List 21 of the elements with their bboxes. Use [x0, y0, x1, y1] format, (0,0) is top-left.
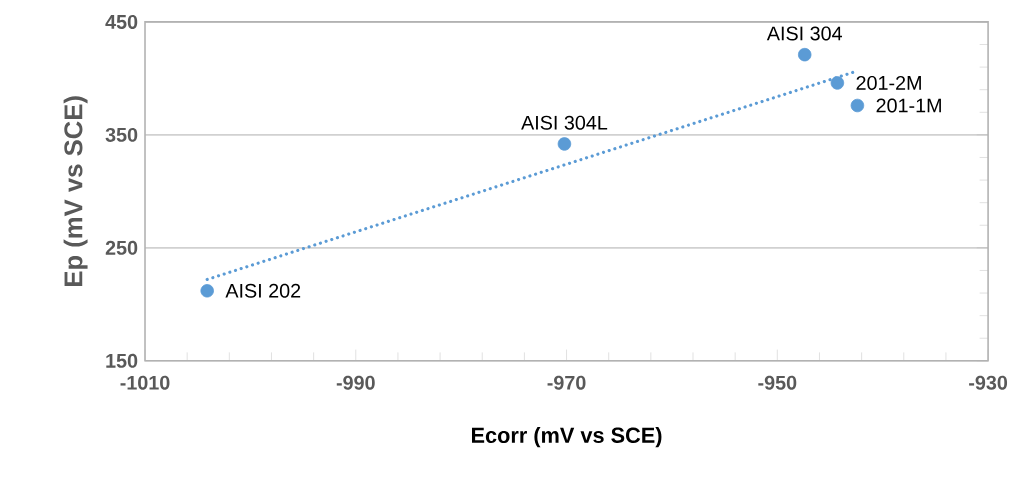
y-tick-label: 250: [105, 240, 138, 255]
y-tick-label: 350: [105, 127, 138, 142]
annotation: 201-2M: [856, 75, 921, 90]
y-tick-label: 450: [105, 14, 138, 29]
annotation: AISI 304L: [521, 115, 608, 130]
annotation: AISI 304: [766, 26, 843, 41]
x-tick-label: -930: [969, 375, 1008, 390]
y-tick-label: 150: [106, 353, 138, 368]
x-tick-label: -950: [758, 375, 797, 390]
annotation: 201-1M: [876, 98, 941, 113]
x-tick-label: -970: [547, 375, 586, 390]
y-axis-title: Ep (mV vs SCE): [63, 96, 88, 287]
point: [200, 284, 214, 298]
x-axis-title: Ecorr (mV vs SCE): [472, 427, 662, 448]
x-tick-label: -1010: [120, 375, 170, 390]
point: [797, 47, 812, 62]
point: [830, 76, 845, 90]
point: [557, 137, 572, 151]
x-tick-label: -990: [336, 375, 375, 390]
annotation: AISI 202: [225, 283, 301, 298]
point: [850, 98, 865, 113]
